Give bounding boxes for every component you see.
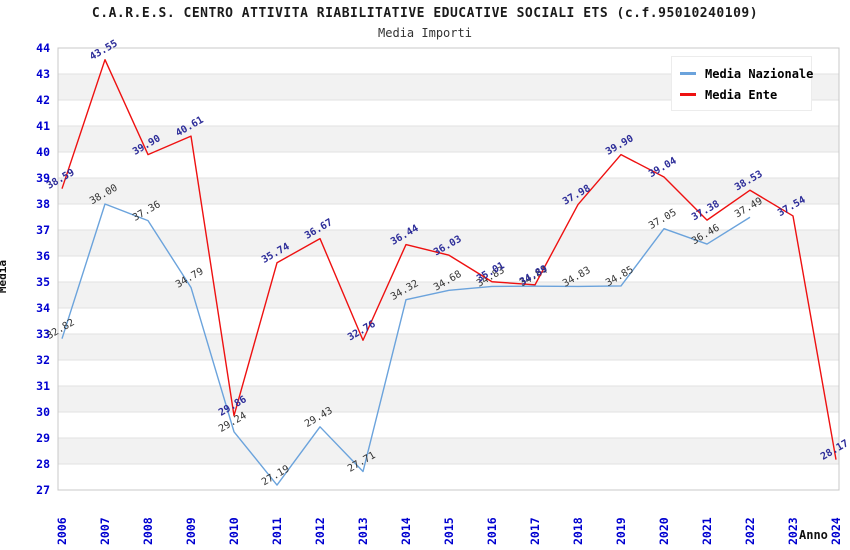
- plot-band: [58, 282, 839, 308]
- x-tick-label: 2024: [829, 517, 843, 545]
- legend-label-media-ente: Media Ente: [705, 87, 778, 102]
- y-tick-label: 33: [36, 327, 50, 341]
- plot-border: [57, 47, 840, 491]
- x-tick-label: 2007: [98, 517, 112, 545]
- x-tick-label: 2010: [227, 517, 241, 545]
- x-tick-label: 2020: [657, 517, 671, 545]
- media-nazionale-line-icon: [680, 72, 696, 75]
- chart-subtitle: Media Importi: [378, 26, 472, 40]
- legend-label-media-nazionale: Media Nazionale: [705, 66, 814, 81]
- y-tick-label: 29: [36, 431, 50, 445]
- data-label-media-nazionale: 37.05: [647, 207, 679, 232]
- plot-band: [58, 438, 839, 464]
- y-tick-label: 32: [36, 353, 50, 367]
- x-tick-label: 2013: [356, 517, 370, 545]
- y-tick-label: 39: [36, 171, 50, 185]
- legend-item-media-ente: Media Ente: [680, 84, 803, 105]
- series-line-media-nazionale: [61, 203, 751, 486]
- y-tick-label: 34: [36, 301, 50, 315]
- y-tick-label: 35: [36, 275, 50, 289]
- y-tick-label: 30: [36, 405, 50, 419]
- x-tick-label: 2019: [614, 517, 628, 545]
- legend: Media Nazionale Media Ente: [671, 56, 813, 111]
- series-line-media-ente: [61, 59, 837, 460]
- x-tick-label: 2014: [399, 517, 413, 545]
- x-tick-label: 2021: [700, 517, 714, 545]
- x-tick-label: 2023: [786, 517, 800, 545]
- y-tick-label: 40: [36, 145, 50, 159]
- media-ente-line-icon: [680, 93, 696, 96]
- y-tick-label: 31: [36, 379, 50, 393]
- x-tick-label: 2011: [270, 517, 284, 545]
- x-tick-label: 2018: [571, 517, 585, 545]
- y-axis-title: Media: [0, 259, 10, 294]
- x-tick-label: 2016: [485, 517, 499, 545]
- chart-title: C.A.R.E.S. CENTRO ATTIVITA RIABILITATIVE…: [91, 6, 759, 21]
- plot-band: [58, 126, 839, 152]
- plot-band: [58, 178, 839, 204]
- y-tick-label: 41: [36, 119, 50, 133]
- x-tick-label: 2008: [141, 517, 155, 545]
- y-tick-label: 36: [36, 249, 50, 263]
- x-tick-label: 2012: [313, 517, 327, 545]
- x-tick-label: 2015: [442, 517, 456, 545]
- y-tick-label: 27: [36, 483, 50, 497]
- data-label-media-ente: 43.55: [88, 38, 120, 63]
- y-tick-label: 38: [36, 197, 50, 211]
- x-tick-label: 2006: [55, 517, 69, 545]
- y-tick-label: 37: [36, 223, 50, 237]
- x-axis-title: Anno: [799, 528, 828, 542]
- plot-band: [58, 386, 839, 412]
- y-tick-label: 43: [36, 67, 50, 81]
- x-tick-label: 2022: [743, 517, 757, 545]
- plot-band: [58, 334, 839, 360]
- x-tick-label: 2017: [528, 517, 542, 545]
- y-tick-label: 28: [36, 457, 50, 471]
- y-tick-label: 42: [36, 93, 50, 107]
- x-tick-label: 2009: [184, 517, 198, 545]
- legend-item-media-nazionale: Media Nazionale: [680, 63, 813, 84]
- y-tick-label: 44: [36, 41, 50, 55]
